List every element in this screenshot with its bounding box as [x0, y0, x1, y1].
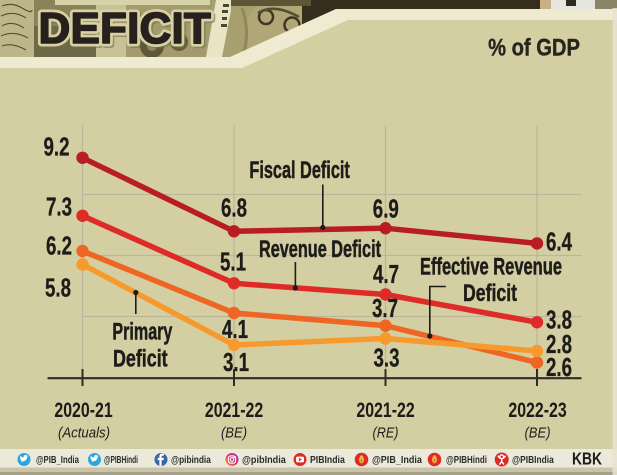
svg-text:@PIBHindi: @PIBHindi — [446, 454, 487, 465]
svg-text:5.8: 5.8 — [45, 272, 71, 302]
svg-text:% of GDP: % of GDP — [488, 34, 580, 61]
svg-text:@PIBHindi: @PIBHindi — [104, 453, 138, 465]
svg-text:2020-21: 2020-21 — [54, 398, 112, 422]
svg-text:3.8: 3.8 — [546, 304, 572, 334]
svg-text:@PIB_India: @PIB_India — [372, 454, 422, 466]
svg-text:(BE): (BE) — [221, 424, 247, 441]
svg-text:Deficit: Deficit — [113, 346, 168, 372]
svg-text:4.7: 4.7 — [373, 259, 399, 289]
svg-text:6.9: 6.9 — [373, 193, 399, 223]
svg-text:PIBIndia: PIBIndia — [310, 454, 345, 466]
svg-text:2.8: 2.8 — [546, 329, 572, 359]
svg-text:@PIBIndia: @PIBIndia — [512, 454, 554, 466]
svg-text:(BE): (BE) — [524, 424, 550, 441]
svg-text:3.1: 3.1 — [223, 347, 249, 377]
svg-text:Revenue Deficit: Revenue Deficit — [259, 236, 381, 263]
svg-text:2021-22: 2021-22 — [356, 398, 414, 422]
svg-text:2022-23: 2022-23 — [508, 398, 566, 422]
svg-text:Primary: Primary — [112, 320, 172, 346]
svg-text:Effective Revenue: Effective Revenue — [420, 254, 562, 281]
svg-text:Fiscal Deficit: Fiscal Deficit — [249, 157, 350, 184]
svg-text:4.1: 4.1 — [222, 314, 248, 344]
svg-text:2021-22: 2021-22 — [205, 398, 263, 422]
svg-text:2.6: 2.6 — [546, 352, 572, 382]
svg-text:Deficit: Deficit — [463, 281, 517, 307]
svg-text:6.2: 6.2 — [46, 230, 72, 260]
svg-text:6.8: 6.8 — [221, 192, 247, 222]
svg-text:3.7: 3.7 — [372, 293, 398, 323]
svg-text:9.2: 9.2 — [43, 131, 69, 161]
svg-text:(Actuals): (Actuals) — [58, 424, 110, 441]
svg-text:DEFICIT: DEFICIT — [41, 6, 214, 55]
svg-text:@PIB_India: @PIB_India — [36, 454, 80, 465]
svg-text:@pibIndia: @pibIndia — [242, 454, 286, 466]
svg-text:DEFICIT: DEFICIT — [39, 4, 212, 53]
svg-text:3.3: 3.3 — [373, 342, 399, 372]
svg-text:@pibindia: @pibindia — [171, 454, 211, 466]
svg-text:6.4: 6.4 — [546, 226, 572, 256]
svg-text:DEFICIT: DEFICIT — [39, 4, 212, 53]
svg-text:KBK: KBK — [572, 449, 602, 469]
svg-text:7.3: 7.3 — [46, 191, 72, 221]
svg-text:5.1: 5.1 — [220, 246, 246, 276]
svg-text:(RE): (RE) — [372, 423, 398, 440]
